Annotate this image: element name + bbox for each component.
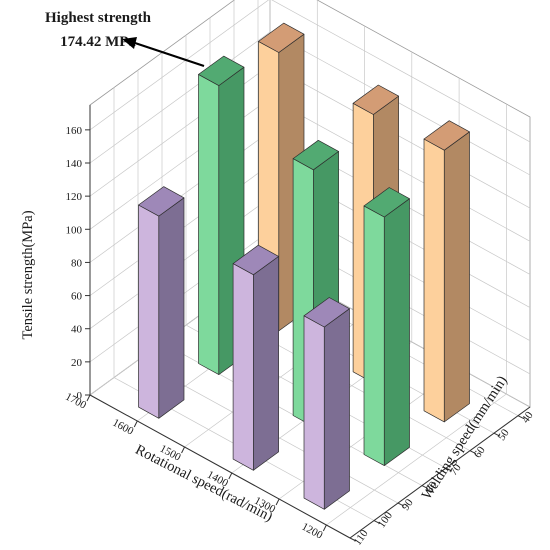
bar-front-face [198,74,220,375]
z-tick-label: 0 [77,390,83,402]
axis-lines [89,105,531,539]
z-axis-title: Tensile strength(MPa) [20,210,36,339]
y-tick-mark [517,415,525,420]
bar-front-face [363,205,385,466]
z-tick-label: 20 [71,357,83,369]
y-tick-label: 40 [520,409,536,425]
bar-front-face [303,315,325,510]
y-gridline [113,87,375,521]
bar [363,187,410,466]
x-tick-label: 1200 [300,521,325,542]
z-tick-label: 140 [66,158,83,170]
x-tick-mark [322,524,327,532]
y-gridline [185,35,447,469]
annotation-line-1: Highest strength [45,10,152,26]
y-tick-mark [397,502,405,507]
x-tick-mark [133,420,138,428]
bar-top-face [138,186,185,217]
bar-top-face [198,55,245,86]
y-tick-mark [493,432,501,437]
y-tick-label: 60 [472,444,488,460]
z-tick-label: 80 [71,257,83,269]
y-tick-mark [421,485,429,490]
bar-top-face [423,120,470,151]
z-tick-label: 100 [66,224,83,236]
annotation-arrow-head [122,37,137,49]
y-tick-label: 50 [496,427,512,443]
bar-side-face [158,197,185,419]
z-tick-label: 160 [66,125,83,137]
x-tick-label: 1600 [110,417,135,438]
y-tick-mark [445,467,453,472]
bar-side-face [253,256,279,471]
z-tick-label: 120 [66,191,83,203]
bar-front-face [138,204,160,419]
y-tick-mark [469,450,477,455]
z-tick-label: 60 [71,291,83,303]
x-tick-mark [228,472,233,480]
bar-side-face [443,131,470,423]
x-tick-label: 1700 [63,391,88,412]
bar [303,297,350,510]
y-tick-mark [373,520,381,524]
bar-top-face [292,139,339,171]
x-axis-line [89,394,351,539]
y-tick-label: 90 [400,496,416,512]
bar-top-face [303,297,350,328]
bar-top-face [258,22,305,53]
bar-top-face [363,187,410,218]
bar-front-face [232,263,254,471]
z-gridline [89,0,531,143]
bar [423,120,470,423]
z-tick-label: 40 [71,324,83,336]
bar-side-face [323,308,350,510]
y-axis-line [349,406,531,539]
bar [232,244,279,471]
y-tick-mark [349,537,357,542]
annotation-line-2: 174.42 MPa [60,34,136,50]
x-tick-mark [275,498,280,506]
x-tick-mark [181,446,185,454]
bar-top-face [232,244,279,276]
bar [138,186,185,419]
annotation: Highest strength 174.42 MPa [45,10,205,68]
y-tick-label: 110 [352,527,371,545]
x-gridline [231,52,413,474]
bar-side-face [383,198,410,466]
annotation-arrow-line [131,40,205,68]
x-tick-mark [86,394,91,402]
x-gridline [326,104,507,526]
bar-front-face [423,138,445,423]
y-tick-label: 100 [376,509,396,530]
bars [138,22,470,510]
bar-top-face [352,84,399,115]
